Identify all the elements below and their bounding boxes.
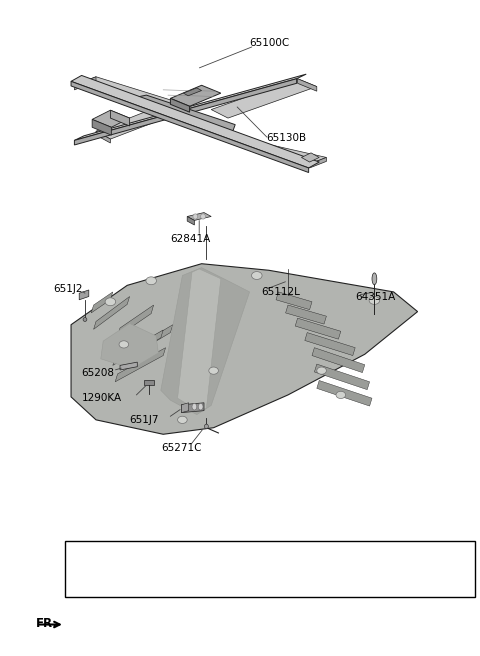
Ellipse shape — [193, 214, 198, 219]
Text: 64351A: 64351A — [355, 291, 396, 302]
Polygon shape — [211, 79, 317, 118]
Ellipse shape — [105, 298, 116, 306]
Ellipse shape — [317, 367, 326, 374]
Text: 65271C: 65271C — [161, 443, 201, 453]
Polygon shape — [181, 403, 204, 413]
Text: 651J7: 651J7 — [130, 415, 159, 425]
Polygon shape — [96, 108, 170, 139]
Polygon shape — [202, 129, 326, 164]
Polygon shape — [71, 264, 418, 434]
Text: 65100C: 65100C — [250, 37, 290, 48]
Bar — [65, 541, 475, 597]
Polygon shape — [92, 110, 130, 127]
Polygon shape — [187, 213, 211, 220]
Ellipse shape — [201, 214, 205, 219]
Polygon shape — [134, 95, 235, 133]
Polygon shape — [92, 119, 111, 135]
Polygon shape — [79, 290, 89, 300]
Polygon shape — [113, 330, 163, 365]
Polygon shape — [74, 79, 297, 145]
Ellipse shape — [369, 297, 380, 304]
Polygon shape — [96, 131, 110, 143]
Polygon shape — [295, 318, 341, 339]
Polygon shape — [74, 77, 182, 114]
Polygon shape — [301, 153, 319, 162]
Polygon shape — [183, 88, 202, 96]
Polygon shape — [170, 85, 221, 106]
Text: 651J2: 651J2 — [53, 283, 82, 294]
Polygon shape — [118, 305, 154, 337]
Polygon shape — [181, 403, 189, 413]
Text: 65130B: 65130B — [266, 133, 307, 143]
Polygon shape — [132, 325, 173, 356]
Polygon shape — [144, 380, 154, 385]
Polygon shape — [161, 268, 250, 415]
Polygon shape — [91, 292, 113, 313]
Ellipse shape — [336, 391, 346, 398]
Ellipse shape — [83, 318, 87, 321]
Polygon shape — [170, 98, 190, 112]
Ellipse shape — [209, 367, 218, 374]
Polygon shape — [310, 157, 326, 168]
Polygon shape — [120, 362, 137, 370]
Polygon shape — [187, 216, 194, 225]
Polygon shape — [101, 323, 158, 369]
Polygon shape — [71, 75, 319, 168]
Ellipse shape — [192, 403, 197, 410]
Ellipse shape — [372, 273, 377, 285]
Text: 65112L: 65112L — [262, 287, 300, 297]
Text: 1290KA: 1290KA — [82, 393, 122, 403]
Text: FR.: FR. — [36, 617, 58, 630]
Polygon shape — [312, 348, 365, 373]
Ellipse shape — [119, 341, 129, 348]
Polygon shape — [298, 79, 317, 91]
Polygon shape — [305, 333, 355, 356]
Ellipse shape — [198, 403, 203, 410]
Ellipse shape — [204, 424, 208, 429]
Ellipse shape — [252, 272, 262, 279]
Polygon shape — [286, 305, 326, 324]
Polygon shape — [314, 364, 370, 390]
Polygon shape — [276, 292, 312, 310]
Text: 62841A: 62841A — [170, 234, 211, 245]
Polygon shape — [317, 380, 372, 406]
Polygon shape — [94, 297, 130, 329]
Text: 65208: 65208 — [82, 367, 115, 378]
Ellipse shape — [146, 277, 156, 285]
Polygon shape — [110, 110, 130, 126]
Polygon shape — [74, 74, 306, 140]
Polygon shape — [115, 348, 166, 382]
Ellipse shape — [178, 417, 187, 424]
Polygon shape — [74, 77, 96, 90]
Polygon shape — [178, 269, 221, 411]
Polygon shape — [71, 81, 309, 173]
